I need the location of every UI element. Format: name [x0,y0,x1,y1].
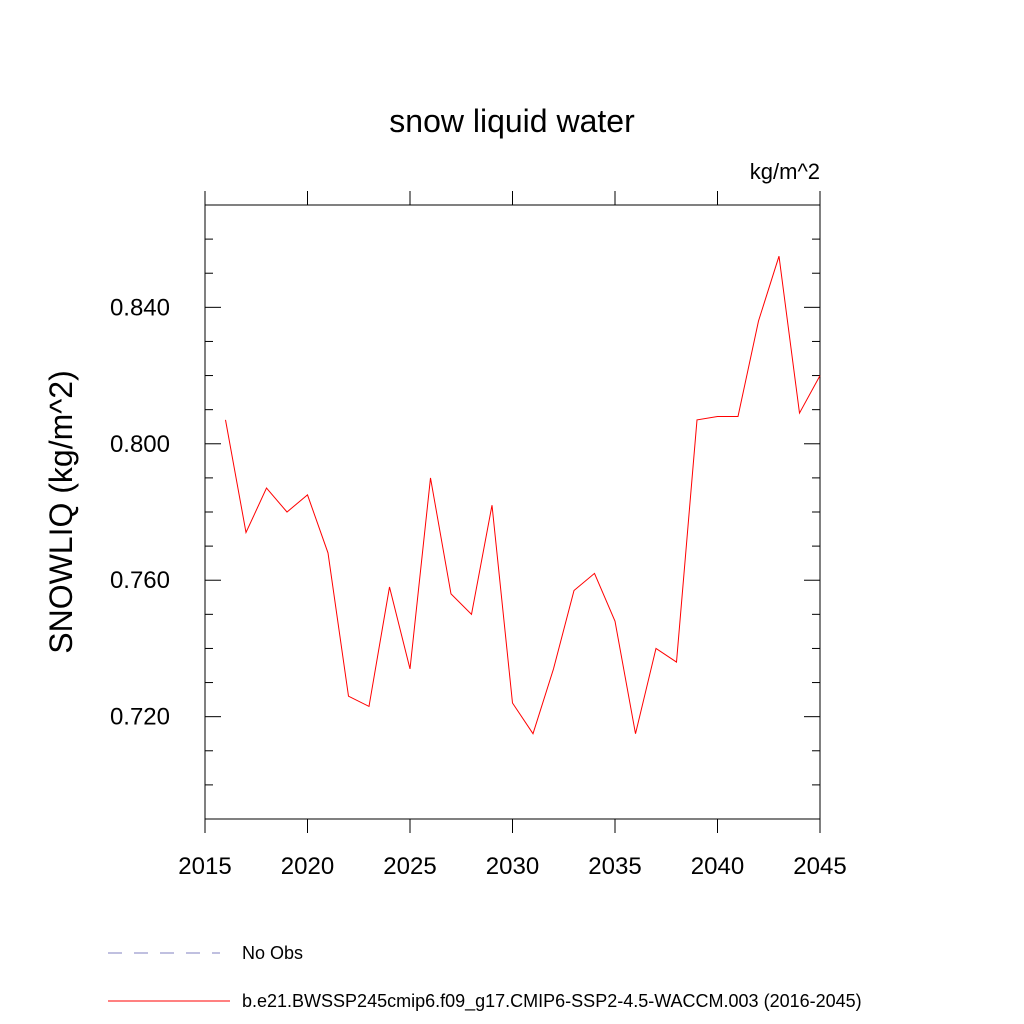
legend-label-no-obs: No Obs [242,943,303,963]
plot-frame [204,204,821,820]
x-tick-label: 2020 [281,853,334,880]
legend-label-model: b.e21.BWSSP245cmip6.f09_g17.CMIP6-SSP2-4… [242,991,862,1012]
y-tick-label: 0.760 [110,567,170,594]
y-tick-label: 0.840 [110,294,170,321]
y-tick-label: 0.720 [110,704,170,731]
series-lines [225,256,821,735]
x-tick-label: 2030 [486,853,539,880]
chart-title: snow liquid water [389,103,635,139]
x-tick-label: 2040 [691,853,744,880]
x-tick-label: 2015 [178,853,231,880]
units-label: kg/m^2 [750,159,820,184]
x-tick-label: 2035 [588,853,641,880]
axis-ticks [204,191,821,833]
series-line [225,256,821,735]
x-tick-label: 2025 [383,853,436,880]
legend: No Obs b.e21.BWSSP245cmip6.f09_g17.CMIP6… [108,943,862,1012]
y-tick-label: 0.800 [110,431,170,458]
tick-labels: 2015 2020 2025 2030 2035 2040 2045 0.720 0.760 0.… [110,294,847,880]
x-tick-label: 2045 [793,853,846,880]
y-axis-label: SNOWLIQ (kg/m^2) [43,370,79,653]
